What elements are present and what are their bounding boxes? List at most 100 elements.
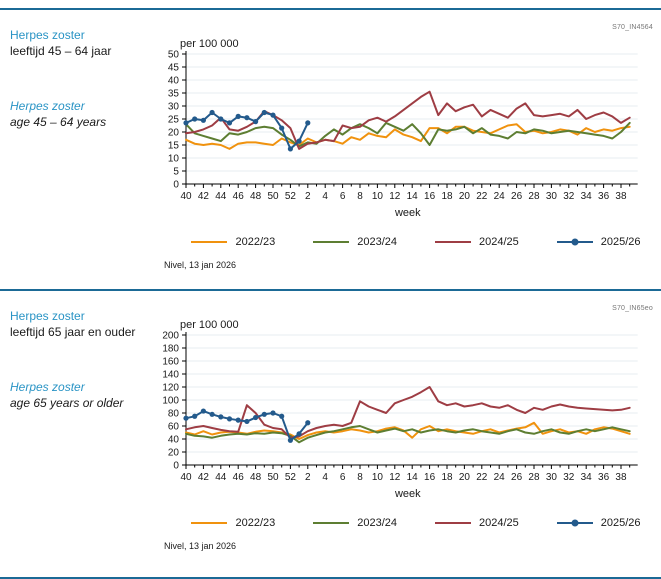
legend-label: 2024/25 [479, 236, 519, 248]
y-tick-label: 10 [168, 153, 180, 164]
x-tick-label: 38 [615, 191, 627, 202]
chart-title-dutch: Herpes zoster [10, 309, 85, 323]
legend-item-2022-23: 2022/23 [191, 236, 275, 248]
y-tick-label: 40 [168, 434, 180, 445]
series-marker [296, 431, 302, 437]
y-tick-label: 120 [162, 383, 179, 394]
x-tick-label: 52 [285, 191, 297, 202]
y-tick-label: 25 [168, 115, 180, 126]
x-tick-label: 20 [459, 472, 471, 483]
chart-title-english: Herpes zoster [10, 99, 85, 114]
source-note: Nivel, 13 jan 2026 [164, 541, 237, 551]
series-marker [200, 408, 206, 414]
x-tick-label: 18 [441, 472, 453, 483]
chart-subtitle-english: age 65 years or older [10, 395, 124, 410]
x-tick-label: 8 [357, 472, 363, 483]
series-marker [287, 146, 293, 152]
x-tick-label: 2 [305, 472, 311, 483]
series-marker [279, 413, 285, 419]
legend-marker-dot [571, 519, 579, 527]
legend-swatch [435, 521, 471, 525]
series-marker [218, 414, 224, 420]
y-tick-label: 15 [168, 140, 180, 151]
y-tick-label: 0 [173, 179, 179, 190]
legend-swatch [313, 521, 350, 525]
x-tick-label: 4 [322, 472, 328, 483]
chart-legend: 2022/23 2023/24 2024/25 2025/26 [176, 517, 656, 529]
x-tick-label: 24 [494, 191, 506, 202]
legend-item-2023-24: 2023/24 [313, 236, 397, 248]
chart-subtitle-dutch: leeftijd 65 jaar en ouder [10, 324, 136, 339]
x-tick-label: 40 [180, 191, 192, 202]
series-marker [252, 414, 259, 421]
figure-code: S70_IN4564 [612, 24, 653, 31]
series-marker [261, 109, 267, 116]
series-marker [183, 120, 189, 126]
series-marker [279, 125, 285, 131]
x-tick-label: 14 [407, 472, 419, 483]
x-tick-label: 34 [581, 191, 593, 202]
legend-label: 2023/24 [357, 517, 397, 529]
x-tick-label: 50 [267, 472, 279, 483]
series-line-2023-24 [184, 424, 631, 444]
x-tick-label: 6 [340, 472, 346, 483]
legend-swatch [556, 238, 593, 246]
legend-item-2024-25: 2024/25 [435, 517, 519, 529]
x-tick-label: 46 [233, 472, 245, 483]
y-tick-label: 35 [168, 89, 180, 100]
series-marker [244, 418, 250, 425]
legend-item-2022-23: 2022/23 [191, 517, 275, 529]
series-marker [183, 415, 189, 421]
x-tick-label: 16 [424, 472, 436, 483]
legend-item-2023-24: 2023/24 [313, 517, 397, 529]
x-tick-label: 2 [305, 191, 311, 202]
series-line-2024-25 [184, 386, 631, 439]
series-marker [244, 115, 250, 121]
x-tick-label: 12 [389, 472, 401, 483]
x-tick-label: 6 [340, 191, 346, 202]
source-note: Nivel, 13 jan 2026 [164, 260, 237, 270]
series-marker [270, 112, 276, 118]
y-tick-label: 180 [162, 344, 179, 355]
series-marker [261, 411, 267, 417]
x-tick-label: 52 [285, 472, 297, 483]
x-tick-label: 34 [581, 472, 593, 483]
x-tick-label: 32 [563, 191, 575, 202]
x-tick-label: 22 [476, 472, 488, 483]
y-tick-label: 0 [173, 460, 179, 471]
x-tick-label: 46 [233, 191, 245, 202]
legend-label: 2022/23 [235, 236, 276, 248]
series-line-2023-24 [184, 121, 631, 148]
series-marker [209, 109, 215, 116]
chart-area: 0 5 10 15 20 25 30 35 40 45 50 40 42 44 46 48 50 52 2 4 6 8 10… [146, 36, 656, 270]
x-tick-label: 28 [528, 472, 540, 483]
x-tick-label: 12 [389, 191, 401, 202]
y-tick-label: 20 [168, 127, 180, 138]
x-tick-label: 36 [598, 472, 610, 483]
series-marker [226, 416, 233, 422]
y-tick-label: 80 [168, 408, 180, 419]
legend-swatch [435, 240, 471, 244]
x-tick-label: 8 [357, 191, 363, 202]
y-axis-title: per 100 000 [180, 38, 239, 50]
y-tick-label: 20 [168, 447, 180, 458]
series-marker [296, 138, 302, 144]
x-tick-label: 10 [372, 472, 384, 483]
x-axis-title: week [394, 488, 421, 500]
y-tick-label: 40 [168, 76, 180, 87]
x-tick-label: 18 [441, 191, 453, 202]
y-tick-label: 60 [168, 421, 180, 432]
y-tick-label: 100 [162, 396, 179, 407]
series-marker [305, 120, 311, 126]
series-marker [226, 120, 233, 126]
series-marker [192, 116, 198, 122]
chart-heading-block: Herpes zoster leeftijd 45 – 64 jaar Herp… [10, 28, 175, 130]
legend-label: 2025/26 [600, 236, 641, 248]
x-tick-label: 48 [250, 191, 262, 202]
y-axis-title: per 100 000 [180, 319, 239, 331]
x-tick-label: 50 [267, 191, 279, 202]
x-tick-label: 44 [215, 472, 227, 483]
series-marker [235, 417, 241, 423]
